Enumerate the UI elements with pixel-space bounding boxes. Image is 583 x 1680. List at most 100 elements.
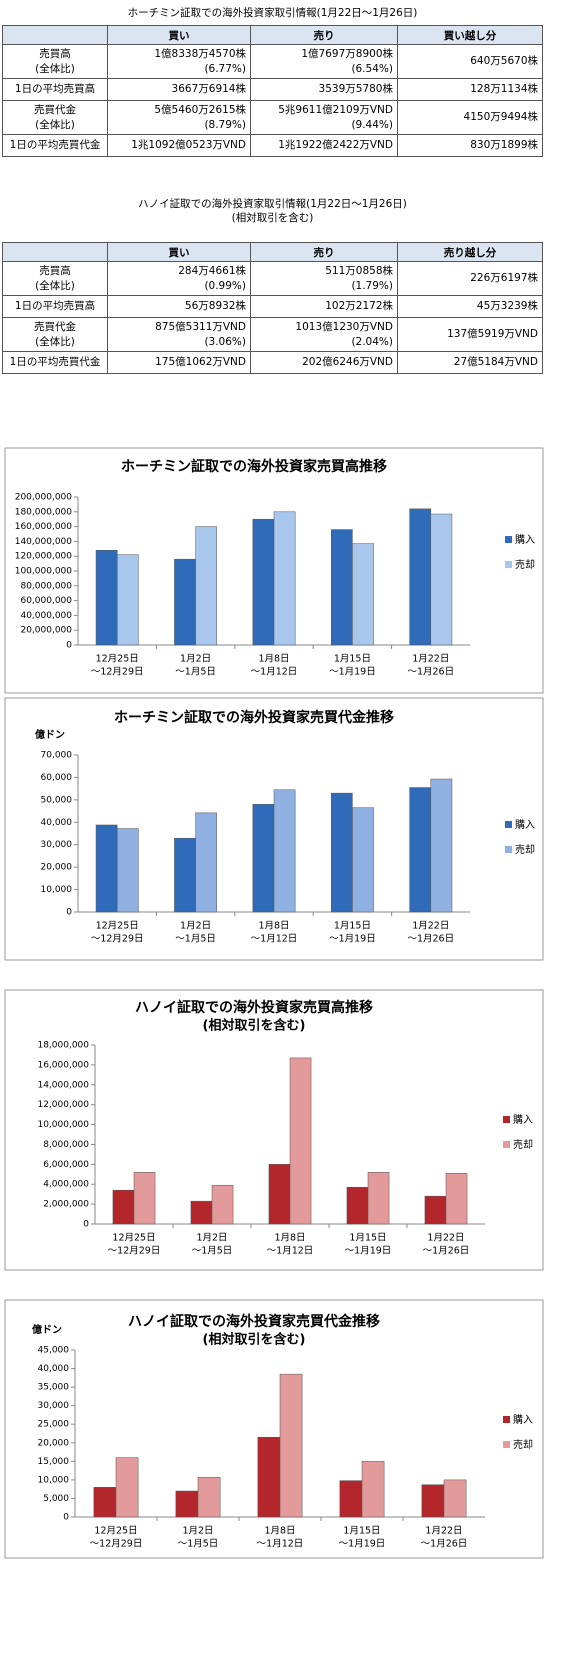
- bar: [257, 1436, 281, 1518]
- x-tick-label: 1月15日: [334, 654, 371, 665]
- legend-swatch: [503, 1441, 510, 1448]
- x-tick-label: ～1月19日: [329, 667, 376, 678]
- cell-line: (6.77%): [204, 62, 246, 75]
- x-tick-label: ～1月19日: [329, 934, 376, 945]
- y-tick-label: 45,000: [38, 1346, 70, 1356]
- cell-line: (6.54%): [351, 62, 393, 75]
- chart-title: ホーチミン証取での海外投資家売買代金推移: [114, 709, 394, 726]
- table-title: ホーチミン証取での海外投資家取引情報(1月22日～1月26日): [127, 7, 418, 19]
- y-tick-label: 40,000: [38, 1364, 70, 1374]
- table-cell: 3539万5780株: [250, 78, 398, 101]
- y-tick-label: 100,000,000: [15, 567, 73, 577]
- x-tick-label: 12月25日: [94, 1526, 137, 1537]
- x-tick-label: 1月8日: [274, 1233, 305, 1244]
- table-cell: 1日の平均売買高: [2, 78, 108, 101]
- legend-swatch: [505, 536, 512, 543]
- bar: [445, 1173, 468, 1225]
- bar: [273, 511, 296, 646]
- cell-line: 1億7697万8900株: [301, 47, 393, 60]
- table-cell: 1億7697万8900株 (6.54%): [250, 44, 398, 79]
- y-tick-label: 80,000,000: [20, 581, 72, 591]
- cell-line: (全体比): [35, 118, 75, 131]
- y-tick-label: 200,000,000: [15, 493, 73, 503]
- bar: [93, 1487, 117, 1518]
- x-tick-label: 12月25日: [96, 654, 139, 665]
- x-tick-label: 1月8日: [258, 654, 289, 665]
- table-cell: 売買代金 (全体比): [2, 317, 108, 352]
- chart-subtitle: (相対取引を含む): [203, 1018, 306, 1034]
- table-cell: 284万4661株 (0.99%): [107, 261, 251, 296]
- table-cell: 137億5919万VND: [397, 317, 543, 352]
- x-tick-label: ～1月26日: [421, 1539, 468, 1550]
- bar: [252, 804, 275, 913]
- cell-line: 1日の平均売買高: [14, 83, 96, 95]
- bar: [443, 1479, 467, 1518]
- x-tick-label: 1月15日: [334, 921, 371, 932]
- cell-line: 3667万6914株: [171, 83, 246, 95]
- y-tick-label: 10,000: [41, 885, 73, 895]
- legend-label: 購入: [515, 818, 535, 831]
- bar: [352, 807, 374, 913]
- x-tick-label: ～12月29日: [90, 1539, 143, 1550]
- table-cell: 640万5670株: [397, 44, 543, 79]
- table-cell: 27億5184万VND: [397, 351, 543, 374]
- bar: [116, 554, 139, 646]
- table-cell: 202億6246万VND: [250, 351, 398, 374]
- legend-label: 購入: [515, 533, 535, 546]
- table-cell: 175億1062万VND: [107, 351, 251, 374]
- y-tick-label: 20,000,000: [20, 626, 72, 636]
- x-tick-label: ～1月19日: [339, 1539, 386, 1550]
- table-cell: 1億8338万4570株 (6.77%): [107, 44, 251, 79]
- table-row: 1日の平均売買高 56万8932株 102万2172株 45万3239株: [2, 295, 543, 318]
- bar: [421, 1484, 445, 1518]
- cell-line: 875億5311万VND: [155, 320, 246, 333]
- table-cell: 売買代金 (全体比): [2, 100, 108, 135]
- table-cell: 売買高 (全体比): [2, 261, 108, 296]
- y-tick-label: 25,000: [38, 1420, 70, 1430]
- data-table: 買い 売り 買い越し分 売買高 (全体比) 1億8338万4570株 (6.77%) 1億76…: [2, 25, 543, 157]
- cell-line: 1億8338万4570株: [154, 47, 246, 60]
- bar: [174, 837, 196, 913]
- bar: [361, 1461, 385, 1518]
- y-tick-label: 8,000,000: [43, 1140, 89, 1150]
- cell-line: (1.79%): [351, 279, 393, 292]
- bar: [195, 526, 218, 646]
- cell-line: 640万5670株: [470, 55, 538, 67]
- x-tick-label: ～1月19日: [345, 1246, 392, 1257]
- table-row: 売買高 (全体比) 284万4661株 (0.99%) 511万0858株 (1.79%)…: [2, 261, 543, 296]
- y-tick-label: 10,000: [38, 1475, 70, 1485]
- x-tick-label: ～1月26日: [407, 934, 454, 945]
- y-tick-label: 0: [83, 1220, 89, 1230]
- x-tick-label: ～12月29日: [91, 667, 144, 678]
- header-cell: 買い: [107, 25, 251, 45]
- cell-line: 56万8932株: [184, 300, 246, 312]
- bar: [175, 1490, 199, 1518]
- table-cell: 511万0858株 (1.79%): [250, 261, 398, 296]
- legend-swatch: [503, 1116, 510, 1123]
- legend-swatch: [503, 1416, 510, 1423]
- cell-line: 284万4661株: [178, 264, 246, 277]
- table-cell: 4150万9494株: [397, 100, 543, 135]
- y-tick-label: 0: [66, 908, 72, 918]
- cell-line: 1日の平均売買高: [14, 300, 96, 312]
- cell-line: (3.06%): [204, 335, 246, 348]
- table-row: 売買代金 (全体比) 875億5311万VND (3.06%) 1013億1230万VN…: [2, 317, 543, 352]
- x-tick-label: ～1月12日: [251, 667, 298, 678]
- legend-label: 購入: [513, 1413, 533, 1426]
- y-tick-label: 14,000,000: [37, 1080, 89, 1090]
- bar: [195, 812, 218, 913]
- x-tick-label: 1月2日: [180, 654, 211, 665]
- bar: [430, 513, 453, 646]
- header-cell: [2, 242, 108, 262]
- x-tick-label: 1月22日: [427, 1233, 464, 1244]
- y-tick-label: 6,000,000: [43, 1160, 89, 1170]
- table-row: 売買高 (全体比) 1億8338万4570株 (6.77%) 1億7697万8900株 (…: [2, 44, 543, 79]
- table-cell: 1日の平均売買代金: [2, 351, 108, 374]
- table-cell: 875億5311万VND (3.06%): [107, 317, 251, 352]
- bar: [409, 508, 432, 646]
- bar: [190, 1200, 213, 1225]
- x-tick-label: 12月25日: [112, 1233, 155, 1244]
- chart-title: ホーチミン証取での海外投資家売買高推移: [121, 458, 387, 475]
- table-cell: 102万2172株: [250, 295, 398, 318]
- table-cell: 1兆1092億0523万VND: [107, 134, 251, 157]
